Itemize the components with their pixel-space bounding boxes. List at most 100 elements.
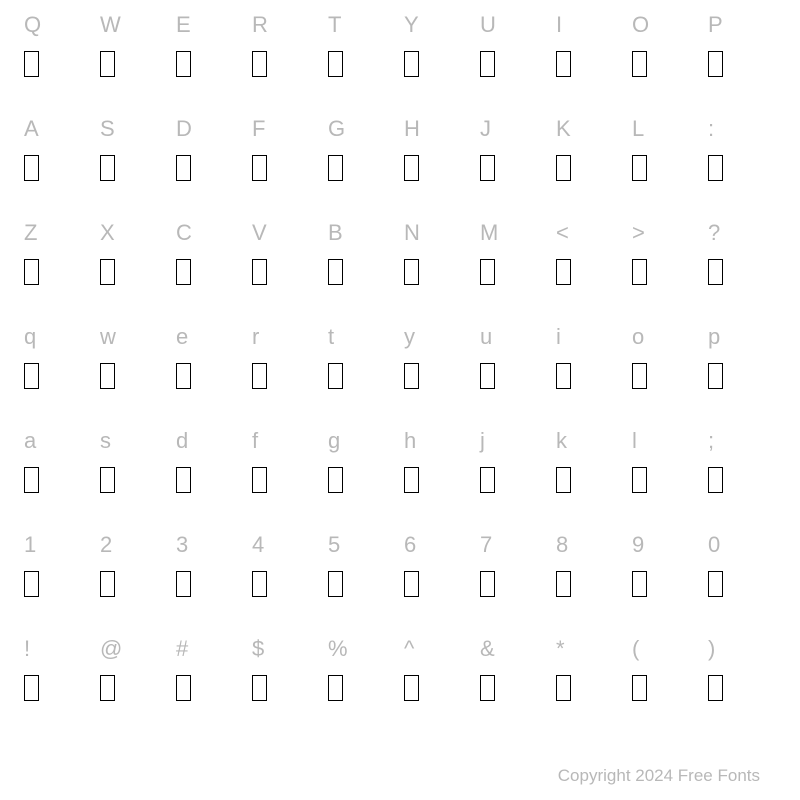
char-label: 2 [100, 534, 112, 556]
glyph-box [708, 51, 723, 77]
char-cell: ( [628, 632, 704, 736]
char-cell: B [324, 216, 400, 320]
char-cell: I [552, 8, 628, 112]
char-label: Q [24, 14, 41, 36]
char-cell: ) [704, 632, 780, 736]
glyph-box [480, 675, 495, 701]
char-cell: r [248, 320, 324, 424]
char-label: j [480, 430, 485, 452]
glyph-box [556, 467, 571, 493]
char-label: f [252, 430, 258, 452]
char-cell: Q [20, 8, 96, 112]
glyph-box [328, 51, 343, 77]
char-label: L [632, 118, 644, 140]
glyph-box [404, 467, 419, 493]
char-cell: a [20, 424, 96, 528]
glyph-box [708, 363, 723, 389]
glyph-box [252, 155, 267, 181]
glyph-box [328, 259, 343, 285]
char-label: s [100, 430, 111, 452]
char-cell: D [172, 112, 248, 216]
glyph-box [480, 467, 495, 493]
char-cell: & [476, 632, 552, 736]
glyph-box [24, 571, 39, 597]
char-label: l [632, 430, 637, 452]
char-cell: g [324, 424, 400, 528]
char-label: I [556, 14, 562, 36]
char-label: % [328, 638, 348, 660]
glyph-box [24, 51, 39, 77]
char-cell: h [400, 424, 476, 528]
char-cell: S [96, 112, 172, 216]
glyph-box [480, 571, 495, 597]
char-cell: E [172, 8, 248, 112]
glyph-box [100, 259, 115, 285]
char-cell: P [704, 8, 780, 112]
char-label: i [556, 326, 561, 348]
glyph-box [480, 259, 495, 285]
glyph-box [632, 571, 647, 597]
glyph-box [632, 259, 647, 285]
glyph-box [556, 259, 571, 285]
glyph-box [708, 675, 723, 701]
char-cell: C [172, 216, 248, 320]
glyph-box [24, 467, 39, 493]
char-label: 4 [252, 534, 264, 556]
char-label: Z [24, 222, 37, 244]
char-label: y [404, 326, 415, 348]
glyph-box [176, 155, 191, 181]
char-cell: O [628, 8, 704, 112]
glyph-box [176, 571, 191, 597]
char-label: 6 [404, 534, 416, 556]
glyph-box [556, 363, 571, 389]
glyph-box [252, 571, 267, 597]
char-cell: K [552, 112, 628, 216]
char-label: o [632, 326, 644, 348]
char-cell: % [324, 632, 400, 736]
glyph-box [252, 51, 267, 77]
char-cell: i [552, 320, 628, 424]
char-label: S [100, 118, 115, 140]
char-label: r [252, 326, 259, 348]
glyph-box [328, 675, 343, 701]
char-label: $ [252, 638, 264, 660]
glyph-box [100, 675, 115, 701]
glyph-box [176, 259, 191, 285]
char-cell: l [628, 424, 704, 528]
glyph-box [404, 259, 419, 285]
char-cell: Z [20, 216, 96, 320]
char-cell: 1 [20, 528, 96, 632]
char-label: u [480, 326, 492, 348]
glyph-box [328, 467, 343, 493]
char-cell: Y [400, 8, 476, 112]
glyph-box [176, 51, 191, 77]
glyph-box [24, 155, 39, 181]
glyph-box [252, 259, 267, 285]
char-cell: H [400, 112, 476, 216]
glyph-box [328, 571, 343, 597]
char-label: w [100, 326, 116, 348]
glyph-box [328, 155, 343, 181]
char-label: O [632, 14, 649, 36]
glyph-box [556, 571, 571, 597]
char-label: @ [100, 638, 122, 660]
char-cell: : [704, 112, 780, 216]
char-label: 5 [328, 534, 340, 556]
char-cell: ; [704, 424, 780, 528]
char-label: g [328, 430, 340, 452]
char-label: B [328, 222, 343, 244]
char-label: A [24, 118, 39, 140]
char-cell: ? [704, 216, 780, 320]
glyph-box [176, 675, 191, 701]
char-cell: X [96, 216, 172, 320]
char-cell: u [476, 320, 552, 424]
char-label: R [252, 14, 268, 36]
char-label: ! [24, 638, 30, 660]
char-cell: e [172, 320, 248, 424]
char-label: e [176, 326, 188, 348]
char-label: D [176, 118, 192, 140]
char-label: M [480, 222, 498, 244]
char-label: ^ [404, 638, 414, 660]
char-cell: 8 [552, 528, 628, 632]
char-cell: A [20, 112, 96, 216]
